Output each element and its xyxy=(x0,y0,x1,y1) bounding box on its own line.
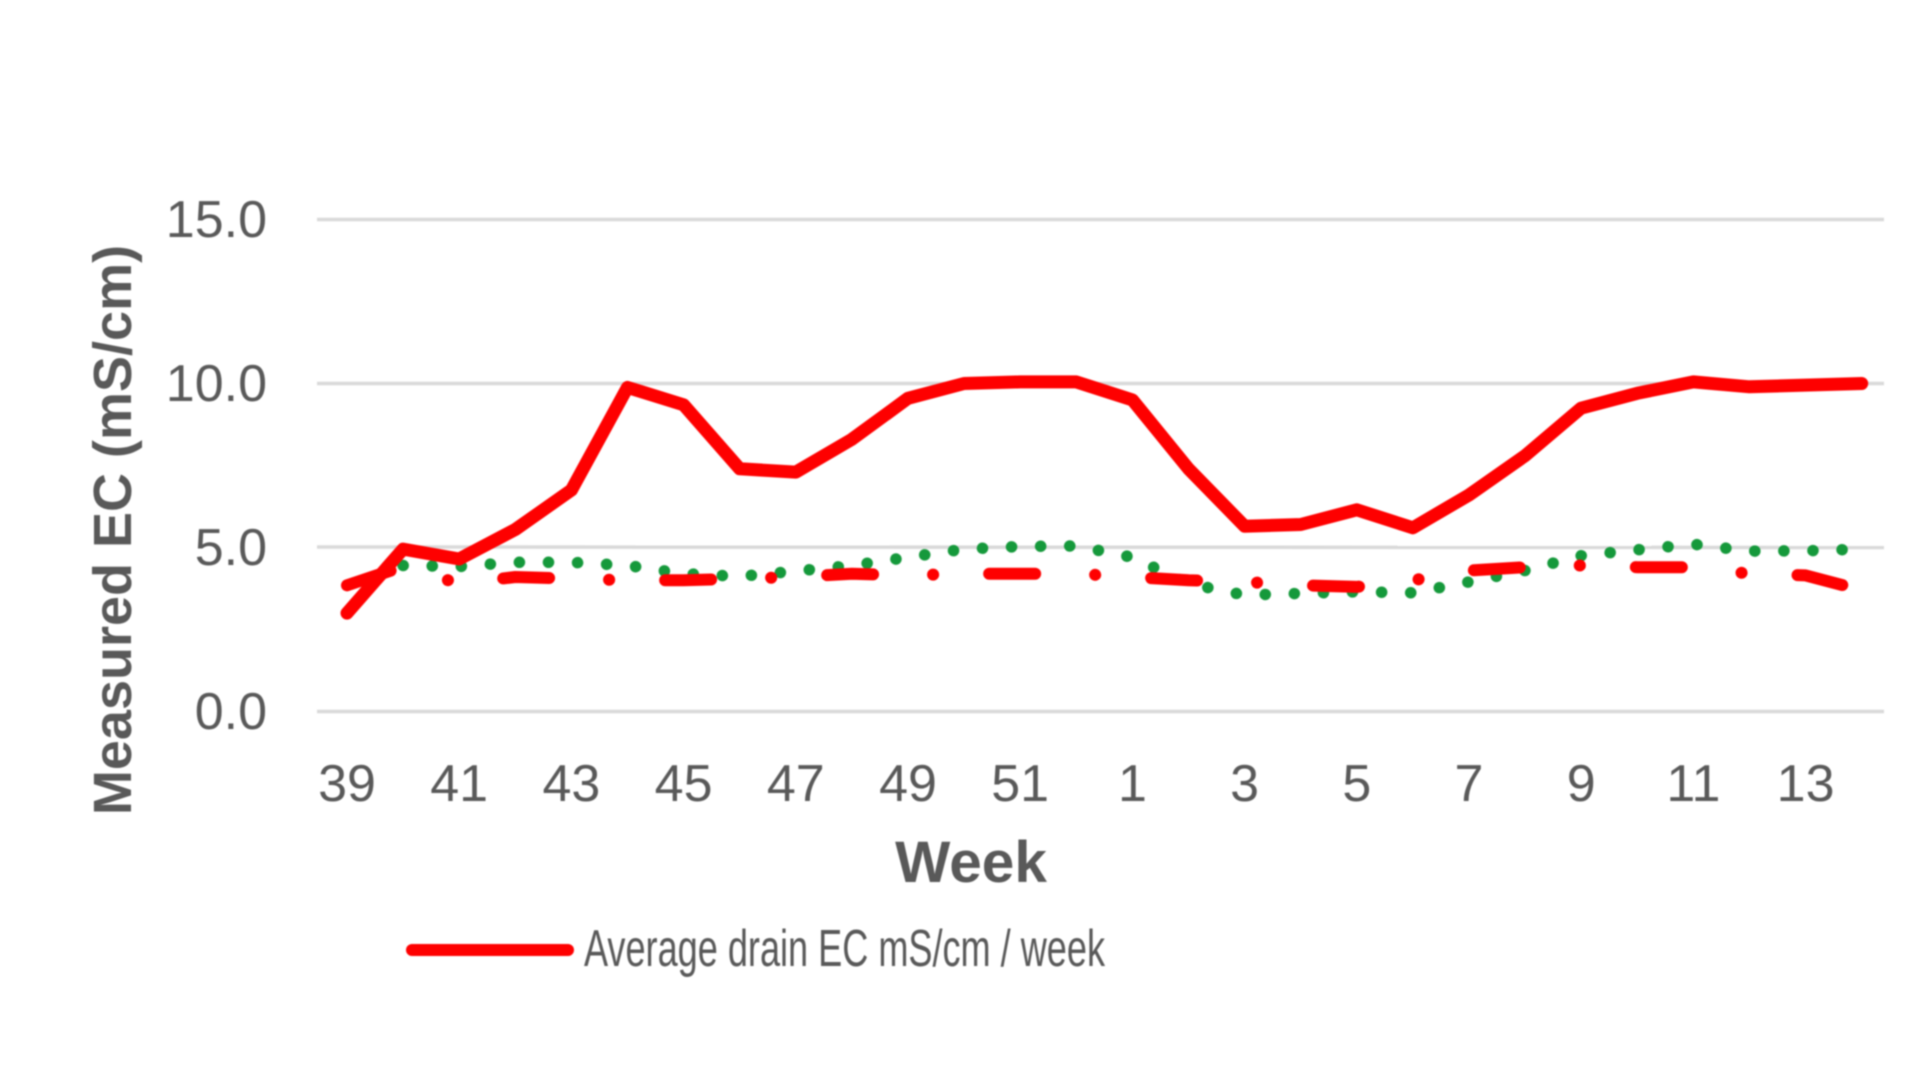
svg-text:Measured EC (mS/cm): Measured EC (mS/cm) xyxy=(83,245,143,815)
svg-text:45: 45 xyxy=(655,755,713,813)
svg-text:51: 51 xyxy=(991,755,1049,813)
svg-text:47: 47 xyxy=(767,755,825,813)
svg-text:Average drain EC mS/cm / week: Average drain EC mS/cm / week xyxy=(584,920,1106,978)
svg-text:49: 49 xyxy=(879,755,937,813)
svg-text:0.0: 0.0 xyxy=(195,683,267,741)
svg-text:39: 39 xyxy=(318,755,376,813)
svg-text:41: 41 xyxy=(430,755,488,813)
svg-text:1: 1 xyxy=(1118,755,1147,813)
svg-text:15.0: 15.0 xyxy=(166,191,267,249)
svg-text:11: 11 xyxy=(1666,755,1720,813)
svg-text:9: 9 xyxy=(1567,755,1596,813)
svg-text:5.0: 5.0 xyxy=(195,519,267,577)
svg-text:5: 5 xyxy=(1342,755,1371,813)
svg-text:43: 43 xyxy=(542,755,600,813)
svg-text:7: 7 xyxy=(1455,755,1484,813)
svg-text:13: 13 xyxy=(1777,755,1835,813)
svg-text:3: 3 xyxy=(1230,755,1259,813)
svg-text:10.0: 10.0 xyxy=(166,355,267,413)
svg-text:Week: Week xyxy=(895,830,1047,895)
